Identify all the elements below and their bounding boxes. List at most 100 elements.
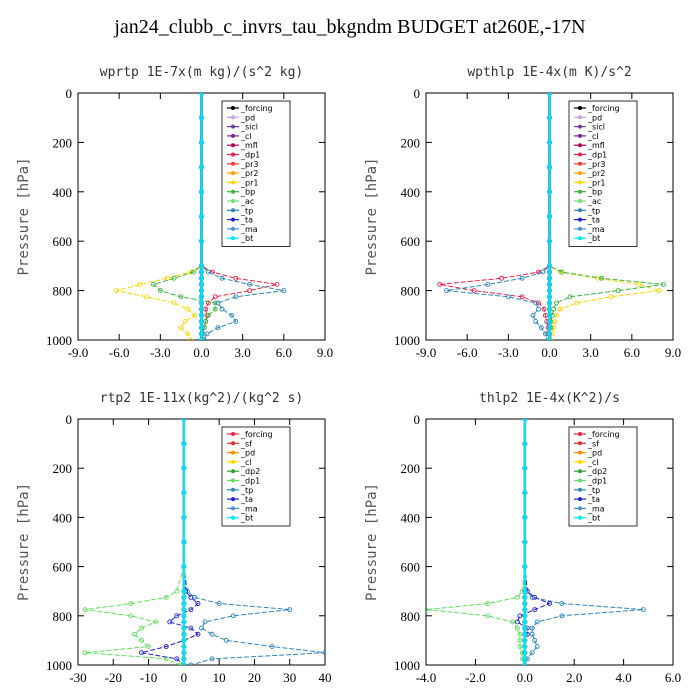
legend-entry-tp: _tp	[240, 486, 253, 495]
legend-marker-ma	[578, 506, 582, 511]
x-tick-label: -9.0	[68, 345, 89, 360]
data-point-ta	[532, 594, 538, 600]
data-point-bt	[547, 115, 552, 121]
data-point-bt	[181, 514, 187, 520]
legend-marker-ma	[231, 506, 235, 511]
x-tick-label: 0.0	[517, 670, 533, 685]
legend-marker-ta	[578, 497, 582, 502]
data-point-bt	[547, 281, 552, 287]
data-point-bt	[181, 644, 187, 649]
legend-entry-tp: _tp	[240, 206, 253, 215]
data-point-tp	[533, 300, 539, 306]
x-tick-label: 10	[213, 670, 226, 685]
y-axis-label: Pressure [hPa]	[16, 483, 32, 601]
legend-entry-tp: _tp	[587, 486, 600, 495]
x-tick-label: -30	[69, 670, 86, 685]
legend: _forcing_pd_sicl_cl_mfl_dp1_pr3_pr2_pr1_…	[568, 100, 638, 247]
legend-entry-ma: _ma	[240, 225, 258, 234]
legend-entry-pr2: _pr2	[240, 169, 258, 178]
data-point-dp1	[541, 306, 547, 312]
y-tick-label: 200	[53, 135, 73, 150]
y-axis-label: Pressure [hPa]	[364, 483, 380, 601]
data-point-bt	[522, 514, 528, 520]
data-point-bt	[522, 637, 528, 643]
data-point-tp	[223, 637, 229, 643]
legend-entry-sf: _sf	[587, 439, 599, 448]
legend-entry-pr2: _pr2	[587, 169, 605, 178]
y-tick-label: 800	[401, 609, 421, 624]
legend-entry-forcing: _forcing	[587, 104, 620, 113]
y-tick-label: 200	[53, 461, 73, 476]
legend-marker-forcing	[578, 106, 582, 110]
data-point-bp	[660, 281, 666, 287]
data-point-bt	[547, 214, 552, 219]
data-point-bt	[181, 441, 187, 447]
data-point-pr1	[144, 294, 150, 300]
data-point-bt	[547, 325, 552, 331]
data-point-bt	[181, 650, 187, 656]
legend-entry-ta: _ta	[240, 216, 253, 225]
data-point-tp	[281, 288, 287, 294]
data-point-bt	[199, 164, 204, 170]
data-point-dp1	[517, 631, 523, 637]
legend: _forcing_pd_sicl_cl_mfl_dp1_pr3_pr2_pr1_…	[221, 100, 291, 247]
data-point-pr1	[608, 294, 614, 300]
data-point-tp	[505, 294, 511, 300]
series-line-dp1	[426, 419, 526, 665]
data-point-tp	[536, 306, 541, 312]
legend-marker-ac	[578, 199, 582, 203]
data-point-bt	[547, 189, 552, 195]
legend-entry-ma: _ma	[587, 225, 605, 234]
legend-entry-cl: _cl	[587, 458, 599, 467]
legend-entry-sicl: _sicl	[587, 123, 605, 132]
data-point-bt	[199, 312, 204, 318]
x-tick-label: 3.0	[235, 345, 251, 360]
data-point-tp	[287, 607, 293, 613]
data-point-bt	[199, 281, 204, 287]
legend-entry-pr3: _pr3	[587, 160, 605, 169]
data-point-bp	[559, 269, 565, 275]
legend-marker-forcing	[578, 432, 582, 436]
data-point-dp1	[536, 300, 541, 306]
data-point-tp	[485, 281, 491, 287]
data-point-bt	[199, 189, 204, 195]
data-point-bt	[181, 656, 187, 662]
legend-marker-ma	[231, 226, 235, 231]
legend-entry-forcing: _forcing	[240, 104, 273, 113]
data-point-ta	[195, 631, 201, 637]
data-point-tp	[219, 306, 225, 312]
x-tick-label: 9.0	[665, 345, 681, 360]
data-point-bt	[522, 644, 528, 649]
legend-entry-sicl: _sicl	[240, 123, 258, 132]
data-point-bt	[522, 625, 528, 631]
legend-marker-bp	[231, 189, 235, 194]
data-point-dp1	[82, 607, 88, 613]
data-point-bt	[181, 625, 187, 631]
legend-entry-ta: _ta	[240, 495, 253, 504]
data-point-tp	[530, 312, 536, 318]
data-point-bt	[181, 465, 187, 471]
data-point-bp	[212, 306, 218, 312]
data-point-bt	[522, 441, 528, 447]
legend-entry-ma: _ma	[240, 504, 258, 513]
series-line-ta	[141, 419, 199, 665]
data-point-bt	[547, 275, 552, 281]
data-point-ta	[547, 601, 552, 606]
legend-marker-tp	[231, 208, 235, 213]
data-point-tp	[247, 281, 252, 287]
x-tick-label: 0.0	[193, 345, 209, 360]
data-point-bt	[199, 139, 204, 145]
data-point-dp1	[174, 588, 180, 594]
data-point-bt	[199, 325, 204, 331]
data-point-tp	[188, 662, 194, 665]
legend-marker-ta	[578, 217, 582, 222]
data-point-bt	[547, 319, 552, 324]
legend-marker-dp2	[231, 469, 235, 474]
data-point-dp1	[274, 281, 280, 287]
legend-entry-bp: _bp	[587, 188, 602, 197]
data-point-pr1	[574, 300, 580, 306]
legend-marker-pd	[578, 450, 582, 455]
data-point-bt	[522, 539, 528, 545]
x-tick-label: -6.0	[457, 345, 478, 360]
legend-marker-forcing	[231, 432, 235, 436]
